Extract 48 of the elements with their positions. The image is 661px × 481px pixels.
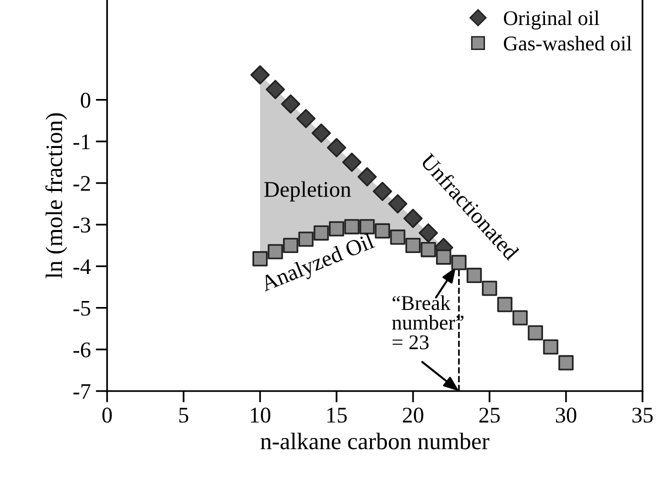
point [543, 339, 558, 355]
annotation: “Break number” = 23 [392, 295, 464, 350]
point [281, 94, 300, 114]
point [405, 238, 421, 254]
x-tick-label: 20 [402, 408, 424, 423]
x-tick-label: 5 [179, 408, 188, 423]
point [266, 80, 285, 100]
y-tick-label: 0 [80, 92, 90, 108]
x-tick-label: 0 [102, 408, 112, 423]
y-tick-label: -7 [73, 384, 90, 399]
annotation: Depletion [264, 181, 351, 202]
x-tick-label: 25 [479, 408, 500, 423]
legend-label: Original oil [504, 10, 600, 30]
point [314, 225, 329, 241]
point [312, 124, 331, 143]
y-tick-label: -5 [73, 301, 90, 316]
point [497, 296, 512, 312]
point [326, 138, 346, 158]
legend-label: Gas-washed oil [504, 36, 632, 51]
point [342, 152, 362, 172]
point [298, 232, 314, 247]
point [403, 208, 423, 228]
point [388, 194, 408, 214]
y-tick-label: -2 [73, 176, 90, 191]
point [482, 280, 498, 296]
point [390, 230, 406, 245]
point [358, 167, 377, 186]
x-tick-label: 35 [632, 408, 653, 423]
point [360, 219, 375, 234]
x-tick-label: 30 [556, 408, 576, 423]
point [466, 268, 482, 284]
x-axis-title: n-alkane carbon number [260, 432, 490, 450]
point [558, 355, 574, 370]
y-axis-title: ln (mole fraction) [45, 113, 68, 278]
y-tick-label: -4 [73, 259, 91, 274]
point [344, 219, 360, 234]
point [296, 108, 316, 128]
point [328, 221, 344, 236]
point [512, 310, 528, 326]
point [372, 182, 392, 201]
point [374, 223, 390, 238]
point [250, 65, 270, 84]
y-tick-label: -1 [73, 134, 90, 150]
x-tick-label: 15 [327, 408, 347, 423]
y-tick-label: -3 [73, 218, 90, 233]
x-tick-label: 10 [250, 408, 270, 423]
y-tick-label: -6 [73, 342, 90, 358]
point [528, 325, 544, 340]
